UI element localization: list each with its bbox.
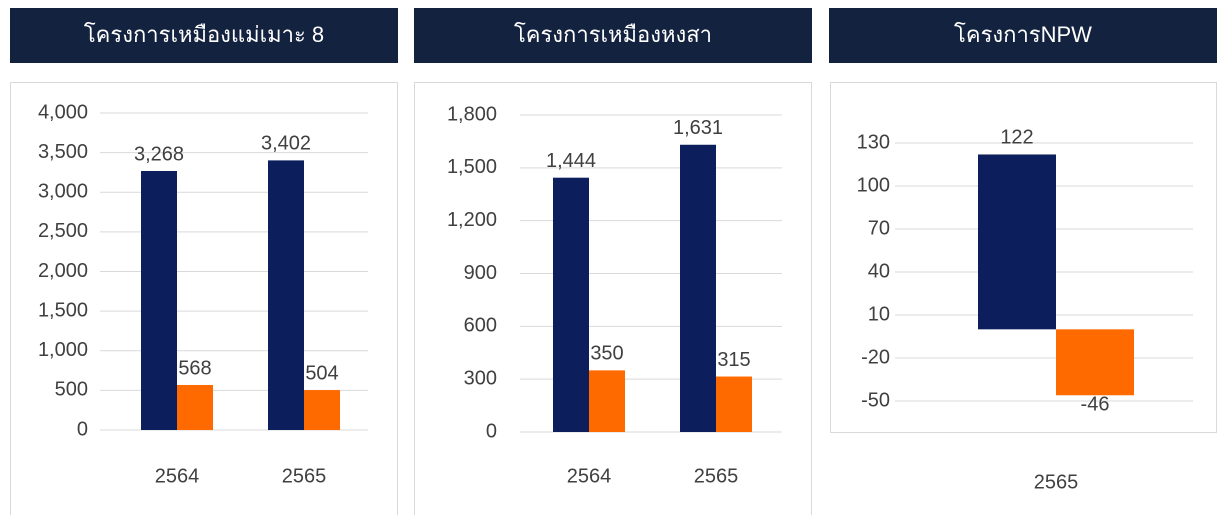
header bbox=[829, 8, 1217, 63]
data-label: 3,402 bbox=[261, 133, 311, 155]
bar bbox=[141, 171, 177, 431]
bar bbox=[680, 144, 716, 433]
data-label: 504 bbox=[305, 362, 338, 384]
chart-title: โครงการเหมืองหงสา bbox=[514, 22, 712, 47]
y-tick-label: 2,500 bbox=[38, 220, 88, 242]
bar bbox=[978, 154, 1056, 330]
y-tick-label: -20 bbox=[861, 346, 890, 368]
y-tick-label: 2,000 bbox=[38, 260, 88, 282]
y-tick-label: 1,500 bbox=[38, 299, 88, 321]
y-tick-label: 0 bbox=[486, 420, 497, 442]
y-tick-label: 100 bbox=[857, 174, 890, 196]
y-tick-label: 3,500 bbox=[38, 141, 88, 163]
bar bbox=[177, 384, 213, 430]
y-tick-label: -50 bbox=[861, 389, 890, 411]
x-tick-label: 2564 bbox=[567, 465, 612, 487]
data-label: 1,444 bbox=[546, 150, 596, 172]
data-label: 315 bbox=[717, 349, 750, 371]
bar bbox=[589, 370, 625, 432]
y-tick-label: 70 bbox=[868, 217, 890, 239]
y-tick-label: 1,200 bbox=[447, 209, 497, 231]
bar bbox=[716, 376, 752, 432]
y-tick-label: 0 bbox=[77, 418, 88, 440]
x-tick-label: 2565 bbox=[282, 465, 327, 487]
y-tick-label: 900 bbox=[464, 262, 497, 284]
bar bbox=[268, 160, 304, 431]
y-tick-label: 1,500 bbox=[447, 156, 497, 178]
data-label: 1,631 bbox=[673, 117, 723, 139]
data-label: 122 bbox=[1000, 127, 1033, 149]
data-label: 3,268 bbox=[134, 143, 184, 165]
data-label: 350 bbox=[590, 343, 623, 365]
chart-frame bbox=[414, 82, 812, 515]
y-tick-label: 3,000 bbox=[38, 181, 88, 203]
y-tick-label: 1,000 bbox=[38, 339, 88, 361]
chart-frame bbox=[10, 82, 398, 515]
bar bbox=[1056, 329, 1134, 396]
chart-title: โครงการNPW bbox=[954, 22, 1092, 47]
data-label: 568 bbox=[178, 357, 211, 379]
y-tick-label: 300 bbox=[464, 367, 497, 389]
y-tick-label: 10 bbox=[868, 303, 890, 325]
header bbox=[414, 8, 812, 63]
x-tick-label: 2564 bbox=[155, 465, 200, 487]
x-tick-label: 2565 bbox=[694, 465, 739, 487]
y-tick-label: 4,000 bbox=[38, 101, 88, 123]
y-tick-label: 500 bbox=[55, 379, 88, 401]
y-tick-label: 130 bbox=[857, 131, 890, 153]
y-tick-label: 1,800 bbox=[447, 103, 497, 125]
data-label: -46 bbox=[1081, 394, 1110, 416]
bar bbox=[553, 177, 589, 432]
header bbox=[10, 8, 398, 63]
y-tick-label: 600 bbox=[464, 315, 497, 337]
chart-frame bbox=[830, 82, 1217, 433]
chart-title: โครงการเหมืองแม่เมาะ 8 bbox=[84, 22, 324, 47]
x-tick-label: 2565 bbox=[1034, 471, 1079, 493]
y-tick-label: 40 bbox=[868, 260, 890, 282]
bar bbox=[304, 390, 340, 430]
